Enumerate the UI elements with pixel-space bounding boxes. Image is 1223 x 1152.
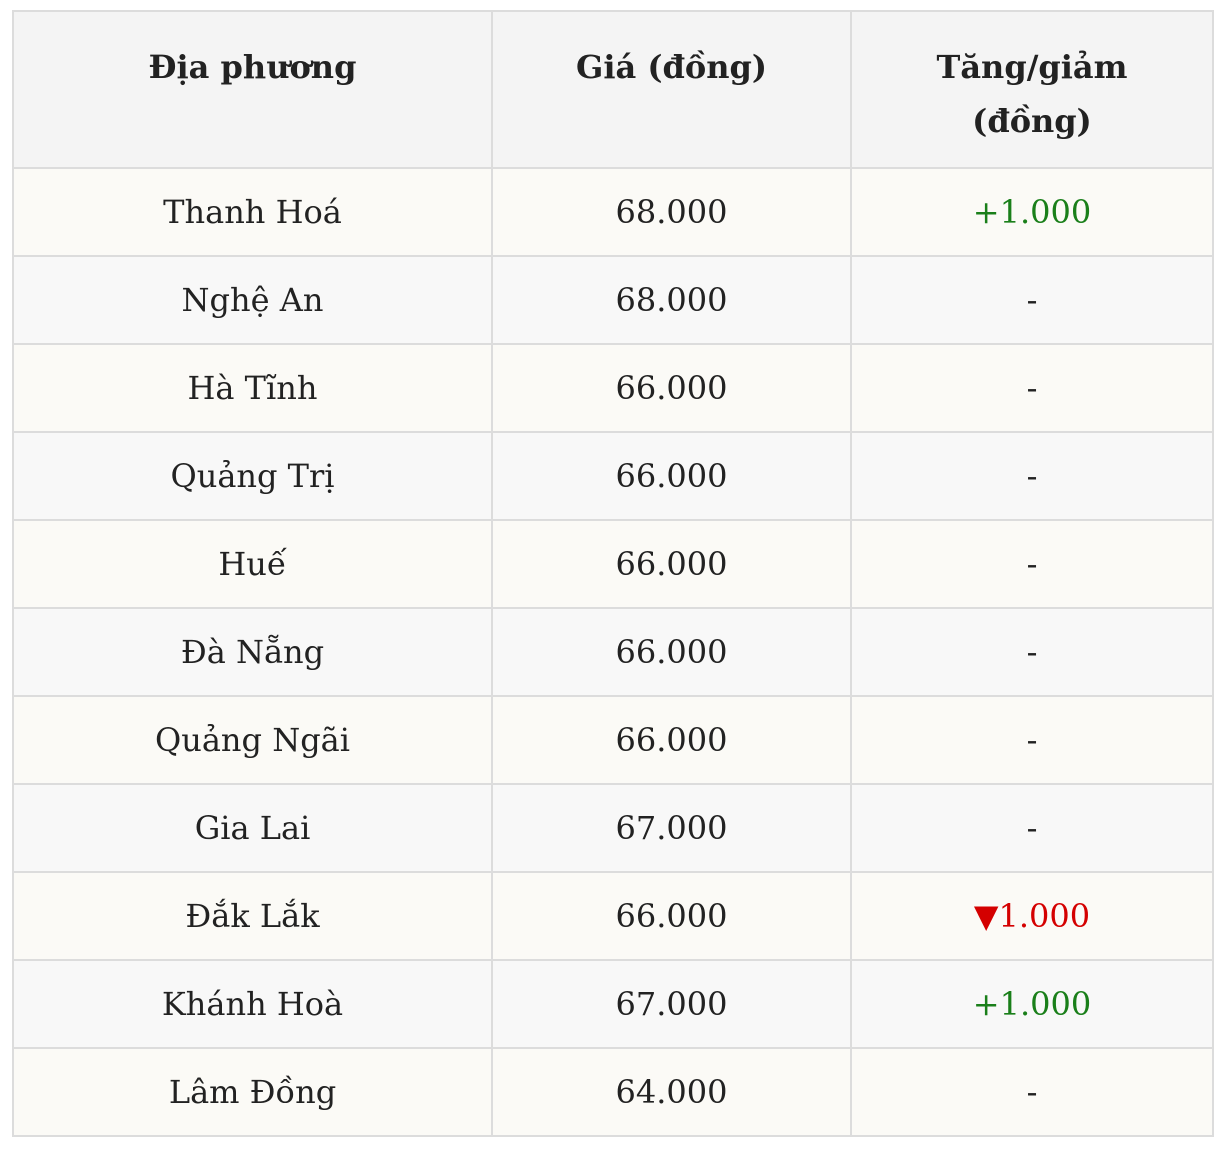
region-cell: Đà Nẵng [12, 607, 493, 697]
header-region: Địa phương [12, 10, 493, 169]
price-cell: 66.000 [491, 519, 852, 609]
price-cell: 64.000 [491, 1047, 852, 1137]
change-cell: - [850, 695, 1214, 785]
table-row: Huế 66.000- [12, 519, 1214, 609]
change-cell: - [850, 431, 1214, 521]
header-change: Tăng/giảm (đồng) [850, 10, 1214, 169]
change-cell: - [850, 783, 1214, 873]
table-row: Thanh Hoá 68.000 +1.000 [12, 167, 1214, 257]
price-cell: 67.000 [491, 959, 852, 1049]
region-cell: Nghệ An [12, 255, 493, 345]
table-row: Khánh Hoà 67.000 +1.000 [12, 959, 1214, 1049]
table-row: Quảng Ngãi 66.000- [12, 695, 1214, 785]
change-cell: ▼1.000 [850, 871, 1214, 961]
change-cell: - [850, 1047, 1214, 1137]
region-cell: Gia Lai [12, 783, 493, 873]
table-row: Đắk Lắk 66.000 ▼1.000 [12, 871, 1214, 961]
region-cell: Lâm Đồng [12, 1047, 493, 1137]
region-cell: Đắk Lắk [12, 871, 493, 961]
price-cell: 66.000 [491, 871, 852, 961]
table-row: Hà Tĩnh 66.000- [12, 343, 1214, 433]
table-row: Đà Nẵng 66.000- [12, 607, 1214, 697]
region-cell: Khánh Hoà [12, 959, 493, 1049]
price-cell: 68.000 [491, 255, 852, 345]
price-cell: 67.000 [491, 783, 852, 873]
price-cell: 68.000 [491, 167, 852, 257]
change-cell: - [850, 255, 1214, 345]
price-cell: 66.000 [491, 343, 852, 433]
header-price: Giá (đồng) [491, 10, 852, 169]
table-row: Lâm Đồng 64.000- [12, 1047, 1214, 1137]
change-cell: - [850, 519, 1214, 609]
region-cell: Thanh Hoá [12, 167, 493, 257]
table-row: Gia Lai 67.000- [12, 783, 1214, 873]
table-row: Quảng Trị 66.000- [12, 431, 1214, 521]
region-cell: Quảng Ngãi [12, 695, 493, 785]
header-change-label: Tăng/giảm (đồng) [936, 48, 1128, 140]
region-cell: Huế [12, 519, 493, 609]
region-cell: Hà Tĩnh [12, 343, 493, 433]
change-cell: +1.000 [850, 167, 1214, 257]
change-cell: - [850, 607, 1214, 697]
price-cell: 66.000 [491, 695, 852, 785]
price-cell: 66.000 [491, 431, 852, 521]
header-row: Địa phương Giá (đồng) Tăng/giảm (đồng) [12, 10, 1214, 169]
price-cell: 66.000 [491, 607, 852, 697]
change-cell: - [850, 343, 1214, 433]
price-table: Địa phương Giá (đồng) Tăng/giảm (đồng) T… [12, 10, 1214, 1137]
table-row: Nghệ An 68.000- [12, 255, 1214, 345]
region-cell: Quảng Trị [12, 431, 493, 521]
change-cell: +1.000 [850, 959, 1214, 1049]
